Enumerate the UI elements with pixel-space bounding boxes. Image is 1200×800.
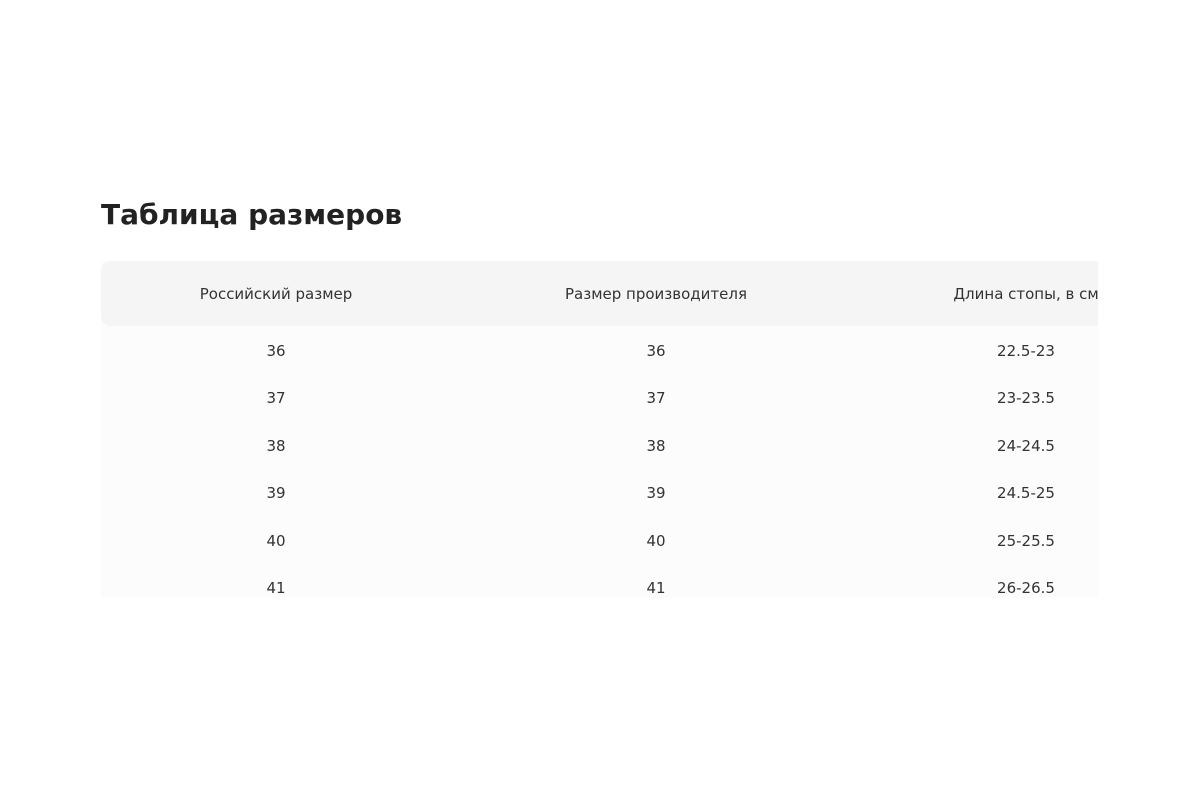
table-row: 36 36 22.5-23: [101, 327, 1098, 375]
table-cell: 41: [266, 579, 286, 598]
table-cell: 25-25.5: [997, 531, 1055, 550]
column-header: Размер производителя: [565, 284, 747, 303]
table-cell: 22.5-23: [997, 341, 1055, 360]
size-table: Российский размер Размер производителя Д…: [101, 261, 1098, 598]
table-cell: 36: [266, 341, 286, 360]
table-cell: 40: [646, 531, 666, 550]
table-cell: 39: [646, 484, 666, 503]
table-cell: 37: [266, 389, 286, 408]
table-row: 38 38 24-24.5: [101, 422, 1098, 470]
table-row: 39 39 24.5-25: [101, 470, 1098, 518]
column-header: Длина стопы, в см: [953, 284, 1098, 303]
table-cell: 39: [266, 484, 286, 503]
table-cell: 37: [646, 389, 666, 408]
table-cell: 36: [646, 341, 666, 360]
table-row: 41 41 26-26.5: [101, 565, 1098, 599]
table-cell: 41: [646, 579, 666, 598]
table-cell: 40: [266, 531, 286, 550]
column-header: Российский размер: [199, 284, 353, 303]
table-cell: 24.5-25: [997, 484, 1055, 503]
table-header: Российский размер Размер производителя Д…: [101, 261, 1098, 326]
page-title: Таблица размеров: [101, 198, 403, 231]
table-cell: 23-23.5: [997, 389, 1055, 408]
table-cell: 38: [646, 436, 666, 455]
table-cell: 24-24.5: [997, 436, 1055, 455]
table-cell: 26-26.5: [997, 579, 1055, 598]
table-row: 40 40 25-25.5: [101, 517, 1098, 565]
table-cell: 38: [266, 436, 286, 455]
table-row: 37 37 23-23.5: [101, 375, 1098, 423]
